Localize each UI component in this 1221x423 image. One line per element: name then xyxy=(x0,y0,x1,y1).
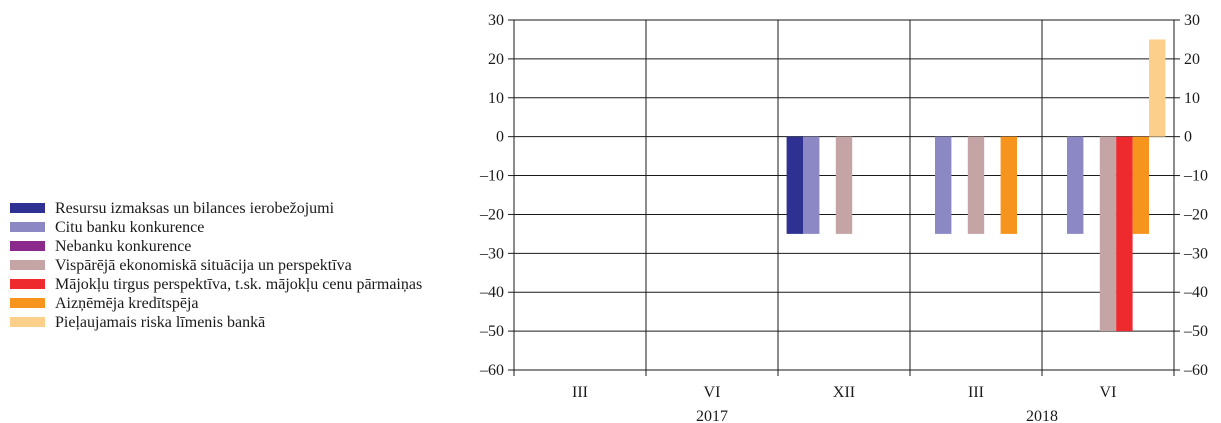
bar xyxy=(786,136,803,234)
y-tick-label-right: 0 xyxy=(1184,129,1192,146)
y-tick-label-right: 30 xyxy=(1184,12,1200,29)
bar xyxy=(935,136,952,234)
x-year-label: 2018 xyxy=(1026,408,1058,423)
legend-item: Resursu izmaksas un bilances ierobežojum… xyxy=(10,199,450,218)
chart-legend: Resursu izmaksas un bilances ierobežojum… xyxy=(10,199,450,332)
legend-label: Citu banku konkurence xyxy=(55,219,205,236)
y-tick-label-left: –10 xyxy=(479,168,504,185)
y-tick-label-left: 20 xyxy=(488,51,504,68)
legend-item: Nebanku konkurence xyxy=(10,237,450,256)
bar xyxy=(1067,136,1084,234)
y-tick-label-left: –50 xyxy=(479,323,504,340)
legend-swatch xyxy=(10,241,45,251)
legend-swatch xyxy=(10,260,45,270)
legend-swatch xyxy=(10,298,45,308)
legend-item: Aizņēmēja kredītspēja xyxy=(10,294,450,313)
x-year-label: 2017 xyxy=(696,408,728,423)
legend-label: Aizņēmēja kredītspēja xyxy=(55,295,199,312)
y-tick-label-left: –40 xyxy=(479,284,504,301)
y-tick-label-left: 30 xyxy=(488,12,504,29)
bar xyxy=(1099,136,1117,332)
x-category-label: XII xyxy=(833,384,855,401)
y-tick-label-left: 10 xyxy=(488,90,504,107)
legend-label: Pieļaujamais riska līmenis bankā xyxy=(55,314,266,331)
x-category-label: III xyxy=(572,384,588,401)
legend-swatch xyxy=(10,203,45,213)
x-category-label: VI xyxy=(704,384,721,401)
y-tick-label-left: 0 xyxy=(496,129,504,146)
legend-item: Vispārējā ekonomiskā situācija un perspe… xyxy=(10,256,450,275)
y-tick-label-right: 10 xyxy=(1184,90,1200,107)
bar xyxy=(1116,136,1133,332)
legend-swatch xyxy=(10,317,45,327)
legend-item: Mājokļu tirgus perspektīva, t.sk. mājokļ… xyxy=(10,275,450,294)
y-tick-label-right: 20 xyxy=(1184,51,1200,68)
bar xyxy=(835,136,853,234)
y-tick-label-right: –30 xyxy=(1183,245,1208,262)
bar xyxy=(1000,136,1017,234)
legend-swatch xyxy=(10,222,45,232)
legend-item: Citu banku konkurence xyxy=(10,218,450,237)
x-category-label: VI xyxy=(1100,384,1117,401)
y-tick-label-right: –60 xyxy=(1183,362,1208,379)
y-tick-label-left: –60 xyxy=(479,362,504,379)
x-category-label: III xyxy=(968,384,984,401)
bar xyxy=(967,136,985,234)
bar xyxy=(803,136,820,234)
bar xyxy=(1149,39,1166,137)
y-tick-label-left: –30 xyxy=(479,245,504,262)
legend-label: Mājokļu tirgus perspektīva, t.sk. mājokļ… xyxy=(55,276,423,293)
y-tick-label-right: –20 xyxy=(1183,206,1208,223)
legend-swatch xyxy=(10,279,45,289)
legend-label: Resursu izmaksas un bilances ierobežojum… xyxy=(55,200,335,217)
bar xyxy=(1132,136,1149,234)
y-tick-label-right: –50 xyxy=(1183,323,1208,340)
y-tick-label-right: –40 xyxy=(1183,284,1208,301)
legend-item: Pieļaujamais riska līmenis bankā xyxy=(10,313,450,332)
y-tick-label-left: –20 xyxy=(479,206,504,223)
legend-label: Vispārējā ekonomiskā situācija un perspe… xyxy=(55,257,352,274)
y-tick-label-right: –10 xyxy=(1183,168,1208,185)
legend-label: Nebanku konkurence xyxy=(55,238,192,255)
